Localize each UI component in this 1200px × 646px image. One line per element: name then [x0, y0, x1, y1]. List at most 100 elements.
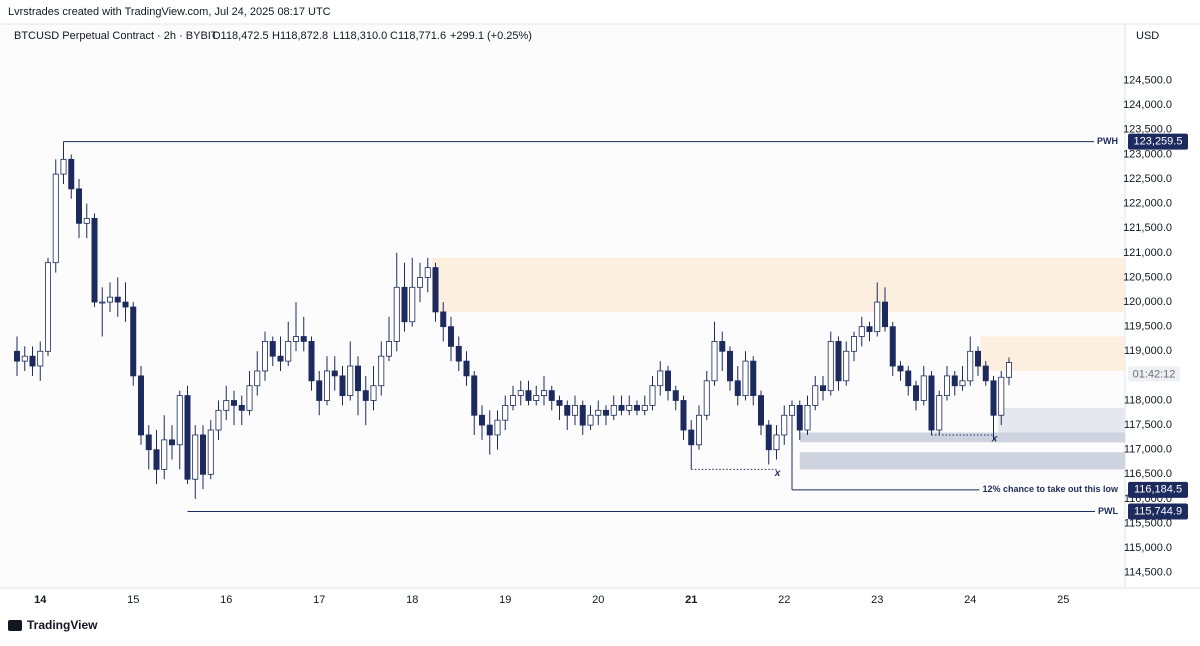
- legend-low: L118,310.0: [333, 30, 387, 42]
- candle: [944, 366, 951, 401]
- x-tick-label: 22: [778, 594, 790, 606]
- zone: [980, 336, 1125, 371]
- candle-body: [905, 370, 912, 387]
- candle-body: [812, 385, 819, 406]
- candle: [52, 159, 59, 273]
- x-tick-label: 24: [964, 594, 976, 606]
- candle: [176, 390, 183, 470]
- candle-body: [998, 376, 1005, 416]
- candle: [998, 370, 1005, 426]
- candle: [292, 302, 299, 352]
- candle: [541, 375, 548, 406]
- candle-body: [107, 296, 114, 303]
- level-label-bg: [1095, 505, 1122, 518]
- x-tick-label: 19: [499, 594, 511, 606]
- candle: [897, 361, 904, 381]
- candle: [858, 316, 865, 347]
- candle-body: [944, 375, 951, 396]
- candle-body: [967, 350, 974, 382]
- candle: [68, 154, 75, 199]
- candle-body: [804, 405, 811, 431]
- candle-body: [889, 326, 896, 367]
- candle-body: [951, 375, 958, 387]
- sweep-marker: x: [774, 468, 781, 479]
- level-label: 12% chance to take out this low: [982, 484, 1119, 494]
- candle: [626, 395, 633, 416]
- candle-body: [199, 434, 206, 475]
- candle: [60, 141, 67, 184]
- candle-body: [603, 409, 610, 416]
- candle: [812, 375, 819, 411]
- candle-body: [76, 188, 83, 224]
- candle-body: [99, 301, 106, 304]
- candle: [238, 395, 245, 426]
- candle: [416, 262, 423, 303]
- candle-body: [579, 405, 586, 426]
- candle-body: [727, 350, 734, 382]
- candle-body: [936, 395, 943, 431]
- candle: [951, 370, 958, 396]
- candle-body: [548, 390, 555, 401]
- candle: [719, 331, 726, 371]
- candle: [641, 395, 648, 416]
- candle-body: [223, 400, 230, 411]
- candle: [76, 179, 83, 239]
- candle: [199, 425, 206, 490]
- candle-body: [913, 385, 920, 401]
- candle-body: [45, 262, 52, 352]
- brand-text: TradingView: [27, 618, 98, 632]
- x-tick-label: 15: [127, 594, 139, 606]
- candle: [928, 370, 935, 435]
- candle: [45, 257, 52, 357]
- candle-body: [401, 286, 408, 323]
- candle-body: [486, 424, 493, 436]
- price-tag-label: 116,184.5: [1134, 484, 1182, 496]
- candle-body: [393, 286, 400, 342]
- candle: [533, 385, 540, 406]
- y-tick-label: 120,500.0: [1123, 271, 1172, 283]
- candle: [936, 390, 943, 435]
- candle-body: [378, 355, 385, 387]
- candle-body: [796, 405, 803, 431]
- candle-body: [572, 405, 579, 416]
- candle: [370, 366, 377, 411]
- candle: [982, 361, 989, 386]
- candle: [137, 366, 144, 445]
- candle-body: [114, 296, 121, 303]
- price-tag: [1128, 481, 1188, 498]
- candle-body: [734, 380, 741, 396]
- candle-body: [145, 434, 152, 451]
- candle-body: [331, 370, 338, 377]
- level-label: PWH: [1097, 136, 1118, 146]
- candle-body: [269, 341, 276, 357]
- candle-body: [680, 400, 687, 431]
- candle: [91, 213, 98, 307]
- zone: [799, 452, 1125, 470]
- candle-body: [161, 439, 168, 470]
- candle: [851, 331, 858, 362]
- candle: [703, 370, 710, 421]
- candle-body: [866, 326, 873, 332]
- countdown-bg: [1128, 366, 1180, 382]
- candle-body: [478, 414, 485, 426]
- candle: [362, 375, 369, 426]
- candle: [696, 405, 703, 450]
- candle-body: [323, 370, 330, 401]
- y-tick-label: 121,000.0: [1123, 247, 1172, 259]
- candle: [564, 400, 571, 431]
- candle-body: [362, 390, 369, 401]
- y-tick-label: 123,000.0: [1123, 148, 1172, 160]
- candle-body: [858, 326, 865, 337]
- y-tick-label: 122,000.0: [1123, 198, 1172, 210]
- candle-body: [300, 336, 307, 342]
- candle: [455, 336, 462, 371]
- candle-body: [665, 370, 672, 392]
- candle: [866, 321, 873, 342]
- candle-body: [230, 400, 237, 406]
- candle-body: [641, 405, 648, 411]
- candle: [300, 316, 307, 352]
- level-label: PWL: [1098, 506, 1118, 516]
- candle: [316, 370, 323, 416]
- candle: [967, 336, 974, 386]
- candle: [192, 425, 199, 499]
